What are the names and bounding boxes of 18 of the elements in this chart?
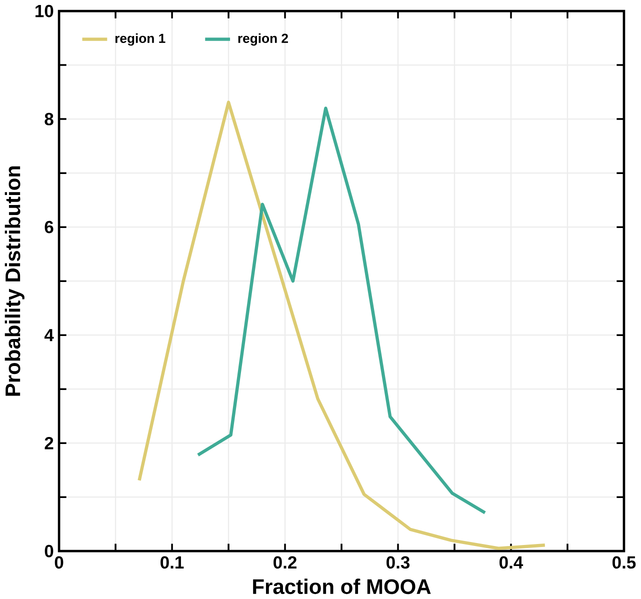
line-series — [196, 106, 487, 514]
y-tick-label: 8 — [44, 112, 54, 126]
x-tick-label: 0.1 — [160, 556, 184, 569]
x-tick-label: 0.3 — [386, 556, 410, 569]
x-tick-label: 0 — [54, 556, 64, 569]
y-axis-title: Probability Distribution — [4, 166, 24, 396]
x-tick-label: 0.2 — [274, 556, 296, 569]
y-tick-label: 2 — [44, 437, 54, 450]
y-tick-label: 0 — [44, 544, 54, 558]
x-tick-label: 0.5 — [612, 556, 636, 569]
y-tick-label: 10 — [36, 4, 54, 18]
x-tick-label: 0.4 — [500, 556, 524, 569]
line-series — [138, 100, 546, 550]
y-tick-label: 6 — [44, 220, 54, 234]
legend-label: region 2 — [238, 33, 288, 46]
legend-label: region 1 — [115, 33, 166, 46]
y-tick-label: 4 — [44, 329, 54, 342]
x-axis-title: Fraction of MOOA — [253, 578, 431, 594]
